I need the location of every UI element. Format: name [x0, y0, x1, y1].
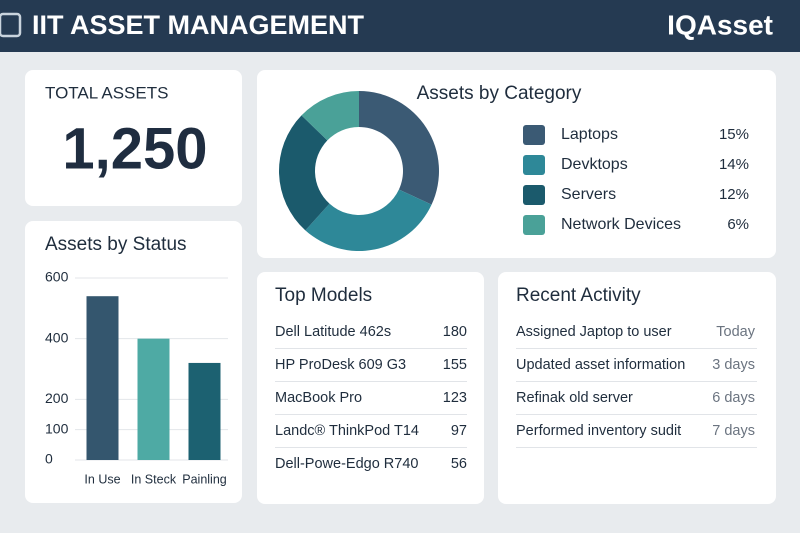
- y-tick-label: 200: [45, 390, 69, 406]
- pie-segment: [359, 91, 440, 205]
- model-name: HP ProDesk 609 G3: [275, 357, 406, 373]
- legend-value: 6%: [727, 216, 749, 233]
- pie-segment: [301, 91, 359, 141]
- model-count: 123: [443, 390, 467, 406]
- brand: IQAsset: [667, 9, 773, 40]
- menu-icon[interactable]: [0, 12, 22, 38]
- activity-time: Today: [716, 324, 755, 340]
- legend-value: 12%: [719, 186, 749, 203]
- y-tick-label: 0: [45, 451, 53, 467]
- legend-value: 15%: [719, 126, 749, 143]
- x-tick-label: Painling: [182, 472, 227, 486]
- model-count: 56: [451, 456, 467, 472]
- model-name: MacBook Pro: [275, 390, 362, 406]
- legend-swatch: [523, 185, 545, 205]
- legend-label: Network Devices: [561, 216, 681, 233]
- card: [25, 221, 242, 503]
- header-bar: [0, 0, 800, 52]
- pie-segment: [305, 189, 432, 251]
- chart-title: Assets by Status: [45, 234, 187, 255]
- activity-time: 6 days: [712, 390, 755, 406]
- legend-swatch: [523, 215, 545, 235]
- x-tick-label: In Use: [84, 472, 120, 486]
- model-name: Dell Latitude 462s: [275, 324, 391, 340]
- card: [257, 272, 484, 504]
- bar: [188, 362, 221, 460]
- pie-segment: [278, 115, 330, 231]
- legend-label: Devktops: [561, 156, 628, 173]
- bar: [86, 296, 119, 460]
- legend-swatch: [523, 125, 545, 145]
- bar: [137, 338, 170, 460]
- activity-time: 7 days: [712, 423, 755, 439]
- model-name: Landc® ThinkPod T14: [275, 423, 419, 439]
- activity-text: Refinak old server: [516, 390, 633, 406]
- model-count: 155: [443, 357, 467, 373]
- activity-text: Assigned Japtop to user: [516, 324, 672, 340]
- kpi-value: 1,250: [62, 116, 207, 181]
- card: [498, 272, 776, 504]
- activity-time: 3 days: [712, 357, 755, 373]
- legend-value: 14%: [719, 156, 749, 173]
- legend-label: Laptops: [561, 126, 618, 143]
- model-count: 180: [443, 324, 467, 340]
- chart-title: Assets by Category: [417, 83, 582, 104]
- card-title: Recent Activity: [516, 285, 641, 306]
- card-title: Top Models: [275, 285, 372, 306]
- y-tick-label: 400: [45, 329, 69, 345]
- legend-label: Servers: [561, 186, 616, 203]
- activity-text: Updated asset information: [516, 357, 685, 373]
- model-name: Dell-Powe-Edgo R740: [275, 456, 418, 472]
- card: [25, 70, 242, 206]
- x-tick-label: In Steck: [131, 472, 177, 486]
- card-label: TOTAL ASSETS: [45, 83, 168, 102]
- activity-text: Performed inventory sudit: [516, 423, 681, 439]
- y-tick-label: 100: [45, 420, 69, 436]
- legend-swatch: [523, 155, 545, 175]
- model-count: 97: [451, 423, 467, 439]
- y-tick-label: 600: [45, 269, 69, 285]
- header-title: IIT ASSET MANAGEMENT: [32, 10, 365, 40]
